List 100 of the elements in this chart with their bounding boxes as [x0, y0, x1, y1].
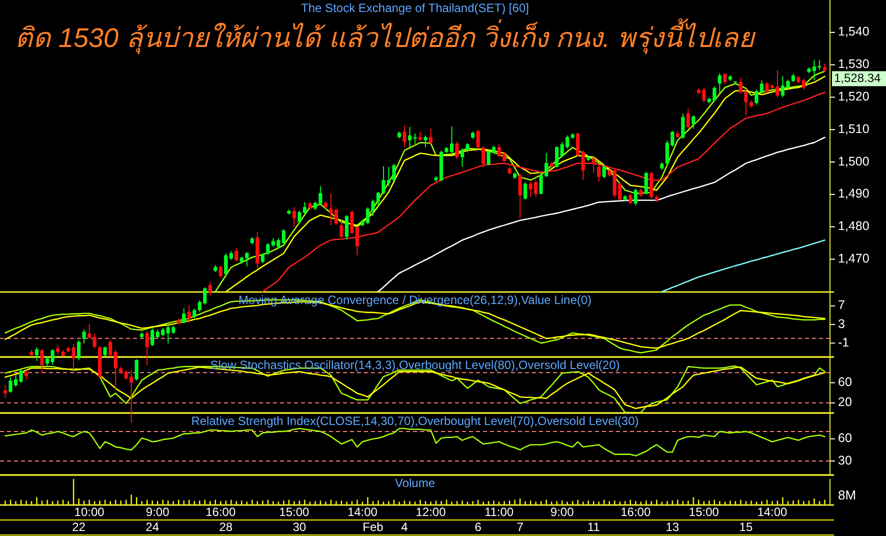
- candlestick: [628, 193, 632, 205]
- candlestick: [476, 129, 480, 150]
- candlestick: [518, 173, 522, 219]
- candlestick: [208, 281, 212, 296]
- text: ติด 1530 ลุ้นบ่ายให้ผ่านได้ แล้วไปต่ออีก วิ่งเก็ง กนง. พรุ่งนี้ไปเลย: [15, 18, 757, 55]
- x-tick-label: 13: [666, 520, 680, 534]
- x-tick-label: 15:00: [279, 505, 310, 520]
- candlestick: [266, 242, 270, 256]
- candlestick: [592, 156, 596, 174]
- y-tick-label: 1,470: [838, 252, 870, 266]
- y-tick-label: 1,500: [838, 154, 870, 168]
- x-tick-label: 16:00: [206, 505, 236, 520]
- candlestick: [418, 131, 422, 142]
- y-tick-label: 7: [838, 298, 845, 312]
- candlestick: [681, 113, 685, 140]
- candlestick: [114, 350, 118, 391]
- candlestick: [88, 324, 92, 340]
- candlestick: [634, 188, 638, 206]
- y-tick-label: 1,540: [838, 24, 870, 39]
- x-tick-label: 24: [146, 520, 160, 534]
- candlestick: [134, 358, 138, 381]
- candlestick: [344, 214, 349, 240]
- candlestick: [392, 163, 396, 182]
- text: 1,528.34: [834, 70, 882, 85]
- candlestick: [738, 77, 742, 94]
- x-tick-label: 15:00: [688, 505, 720, 520]
- candlestick: [224, 252, 228, 276]
- y-tick-label: 60: [838, 375, 852, 390]
- candlestick: [103, 346, 107, 357]
- candlestick: [234, 248, 238, 262]
- chart-title: Volume: [394, 476, 436, 490]
- y-tick-label: -1: [838, 335, 850, 350]
- candlestick: [92, 333, 96, 349]
- x-tick-label: 28: [219, 520, 233, 534]
- candlestick: [145, 330, 149, 366]
- candlestick: [555, 146, 559, 168]
- x-tick-label: 14:00: [757, 505, 788, 520]
- x-tick-label: 16:00: [620, 505, 651, 520]
- candlestick: [428, 128, 433, 144]
- x-tick-label: Feb: [362, 520, 384, 534]
- chart-title: Relative Strength Index(CLOSE,14,30,70),Overbought Level(70),Oversold Level(30): [191, 414, 639, 428]
- x-tick-label: 6: [474, 520, 482, 534]
- candlestick: [723, 72, 727, 84]
- x-tick-label: 14:00: [347, 505, 378, 520]
- x-tick-label: 11: [587, 520, 600, 534]
- candlestick: [108, 340, 112, 357]
- candlestick: [334, 208, 338, 226]
- candlestick: [402, 124, 406, 148]
- candlestick: [329, 192, 333, 226]
- x-tick-label: 10:00: [74, 505, 105, 520]
- candlestick: [524, 182, 528, 200]
- line-series: [661, 239, 826, 292]
- candlestick: [744, 88, 748, 116]
- y-tick-label: 1,530: [838, 57, 870, 72]
- candlestick: [460, 148, 464, 168]
- line-series: [378, 136, 826, 292]
- y-tick-label: 3: [838, 316, 845, 331]
- candlestick: [581, 150, 585, 180]
- candlestick: [340, 220, 344, 238]
- text: 8M: [838, 487, 856, 502]
- x-tick-label: 30: [292, 520, 306, 534]
- x-tick-label: 9:00: [550, 505, 574, 520]
- candlestick: [150, 328, 154, 347]
- x-tick-label: 12:00: [416, 505, 446, 520]
- candlestick: [644, 172, 648, 195]
- candlestick: [187, 304, 191, 324]
- candlestick: [3, 384, 8, 398]
- candlestick: [650, 172, 654, 200]
- candlestick: [597, 164, 601, 182]
- chart-title: The Stock Exchange of Thailand(SET) [60]: [301, 1, 529, 15]
- x-tick-label: 15: [739, 520, 753, 534]
- candlestick: [182, 308, 186, 324]
- line-series: [4, 428, 826, 456]
- candlestick: [82, 329, 86, 344]
- candlestick: [40, 348, 44, 374]
- x-tick-label: 7: [516, 520, 524, 534]
- x-tick-label: 4: [401, 520, 408, 534]
- candlestick: [455, 141, 459, 160]
- x-tick-label: 11:00: [484, 505, 514, 520]
- candlestick: [298, 210, 302, 224]
- candlestick: [466, 142, 470, 153]
- candlestick: [218, 265, 222, 278]
- candlestick: [718, 72, 722, 94]
- y-tick-label: 1,490: [838, 186, 870, 201]
- candlestick: [282, 228, 286, 244]
- candlestick: [260, 253, 264, 264]
- candlestick: [56, 344, 60, 355]
- x-tick-label: 9:00: [146, 505, 170, 520]
- y-tick-label: 30: [838, 453, 852, 468]
- y-tick-label: 20: [838, 395, 852, 410]
- y-tick-label: 1,520: [838, 90, 870, 104]
- candlestick: [686, 108, 690, 130]
- candlestick: [576, 132, 580, 157]
- candlestick: [192, 308, 196, 319]
- candlestick: [602, 164, 606, 179]
- candlestick: [302, 202, 306, 214]
- y-tick-label: 1,480: [838, 219, 870, 234]
- y-tick-label: 1,510: [838, 122, 870, 136]
- y-tick-label: 60: [838, 431, 852, 446]
- candlestick: [292, 206, 296, 228]
